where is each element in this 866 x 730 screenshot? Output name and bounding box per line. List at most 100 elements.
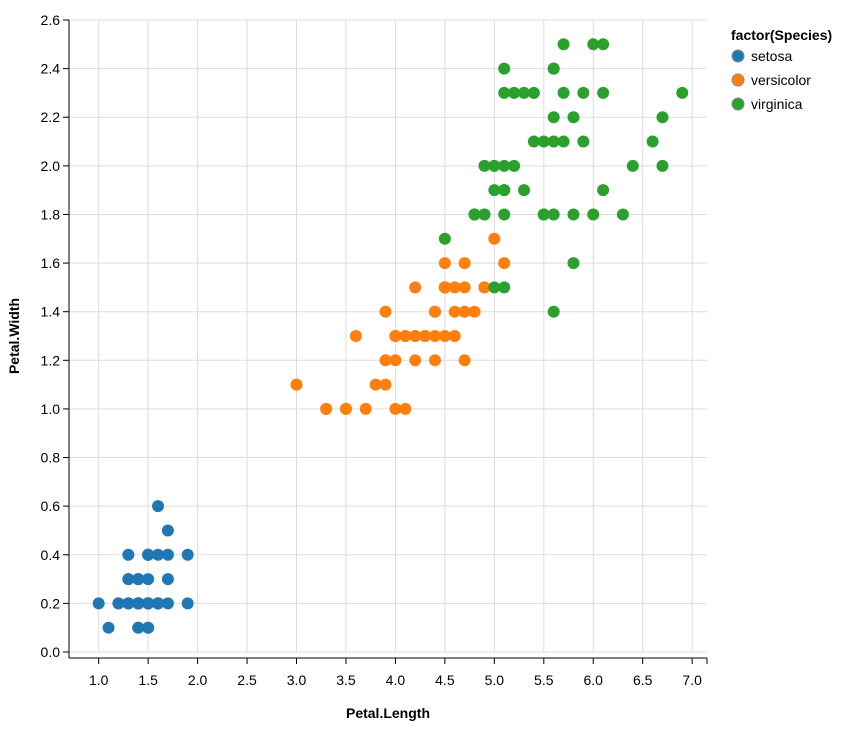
point-virginica [488,281,501,294]
point-versicolor [379,305,392,318]
point-versicolor [369,378,382,391]
point-virginica [488,184,501,197]
point-virginica [557,135,570,148]
point-virginica [626,159,639,172]
point-versicolor [448,281,461,294]
point-virginica [557,38,570,51]
point-virginica [508,159,521,172]
point-versicolor [379,378,392,391]
point-setosa [152,548,165,561]
point-setosa [161,548,174,561]
point-setosa [181,548,194,561]
point-virginica [537,208,550,221]
point-virginica [656,159,669,172]
point-virginica [488,159,501,172]
point-virginica [547,135,560,148]
point-setosa [132,597,145,610]
point-versicolor [458,305,471,318]
point-setosa [142,548,155,561]
point-setosa [132,573,145,586]
point-versicolor [458,257,471,270]
point-virginica [498,184,511,197]
x-tick-label: 4.0 [386,672,406,688]
y-tick-label: 1.4 [41,304,61,320]
point-virginica [478,208,491,221]
point-setosa [112,597,125,610]
point-virginica [527,86,540,99]
point-setosa [92,597,105,610]
point-versicolor [478,281,491,294]
point-virginica [547,305,560,318]
y-tick-label: 1.8 [41,206,61,222]
point-virginica [676,86,689,99]
point-setosa [152,597,165,610]
point-versicolor [290,378,303,391]
x-tick-label: 5.5 [534,672,554,688]
point-versicolor [438,257,451,270]
point-versicolor [498,257,511,270]
x-tick-label: 6.0 [584,672,604,688]
data-points [92,38,689,634]
y-tick-label: 2.2 [41,109,61,125]
point-virginica [527,135,540,148]
point-virginica [577,86,590,99]
point-versicolor [428,330,441,342]
y-tick-label: 2.4 [41,61,61,77]
point-virginica [557,86,570,99]
legend-symbol-versicolor [731,73,745,87]
point-setosa [161,597,174,610]
point-versicolor [399,402,412,415]
point-versicolor [448,330,461,342]
point-virginica [547,62,560,75]
point-virginica [616,208,629,221]
point-versicolor [438,330,451,342]
axes: Petal.Length Petal.Width 1.0 1.5 2.0 2.5 3.0… [6,12,708,721]
y-tick-label: 0.8 [41,450,61,466]
point-virginica [498,62,511,75]
legend: factor(Species) setosa versicolor virginic… [731,27,832,112]
legend-title: factor(Species) [731,27,832,43]
point-virginica [547,111,560,124]
point-virginica [498,86,511,99]
point-virginica [597,184,610,197]
y-tick-label: 0.4 [41,547,61,563]
legend-label-versicolor: versicolor [751,72,811,88]
point-virginica [567,111,580,124]
y-tick-label: 0.6 [41,498,61,514]
point-setosa [132,621,145,634]
point-virginica [468,208,481,221]
x-tick-label: 1.5 [138,672,158,688]
x-tick-label: 2.0 [188,672,208,688]
point-virginica [567,257,580,270]
point-setosa [122,548,135,561]
point-virginica [577,135,590,148]
point-virginica [518,86,531,99]
point-versicolor [409,354,422,367]
x-axis-title: Petal.Length [346,705,430,721]
y-tick-label: 2.0 [41,158,61,174]
point-versicolor [339,402,352,415]
point-versicolor [389,330,402,342]
point-setosa [161,524,174,537]
point-versicolor [409,281,422,294]
point-virginica [498,159,511,172]
point-virginica [547,208,560,221]
y-tick-label: 0.2 [41,595,61,611]
point-versicolor [458,281,471,294]
point-versicolor [409,330,422,342]
x-tick-label: 7.0 [682,672,702,688]
point-versicolor [379,354,392,367]
y-tick-label: 1.6 [41,255,61,271]
grid [69,19,707,653]
point-virginica [567,208,580,221]
point-virginica [498,208,511,221]
x-tick-label: 4.5 [435,672,455,688]
legend-symbol-setosa [731,49,745,63]
point-versicolor [428,305,441,318]
point-setosa [142,573,155,586]
point-setosa [161,573,174,586]
point-setosa [142,621,155,634]
x-tick-label: 2.5 [237,672,257,688]
